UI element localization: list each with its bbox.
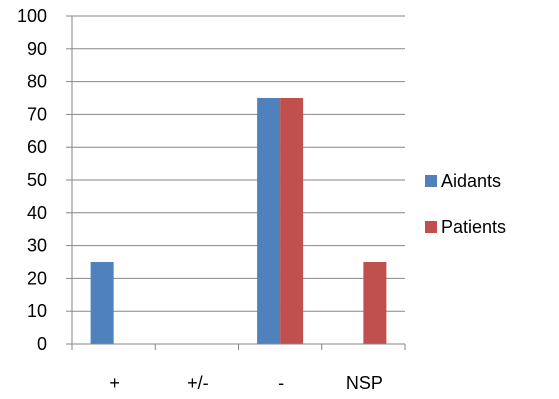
bar-aidants-0 — [90, 262, 114, 344]
y-tick-label: 40 — [27, 203, 47, 223]
y-tick-label: 30 — [27, 236, 47, 256]
y-tick-label: 70 — [27, 104, 47, 124]
y-axis-tick-labels: 0 10 20 30 40 50 60 70 80 90 100 — [17, 6, 47, 354]
x-category-label: NSP — [346, 373, 383, 393]
gridlines — [72, 15, 405, 312]
y-tick-label: 0 — [37, 334, 47, 354]
y-tick-label: 10 — [27, 301, 47, 321]
legend-swatch-patients — [425, 221, 437, 233]
x-category-label: - — [278, 373, 284, 393]
legend-label-patients: Patients — [441, 217, 506, 237]
y-tick-label: 90 — [27, 39, 47, 59]
x-axis-category-labels: + +/- - NSP — [109, 373, 383, 393]
bar-patients-2 — [280, 98, 304, 344]
bars — [90, 98, 387, 344]
y-tick-label: 20 — [27, 268, 47, 288]
x-category-label: +/- — [187, 373, 209, 393]
legend: Aidants Patients — [425, 171, 506, 237]
y-tick-label: 60 — [27, 137, 47, 157]
bar-aidants-2 — [257, 98, 281, 344]
y-tick-label: 80 — [27, 72, 47, 92]
y-tick-label: 50 — [27, 170, 47, 190]
axes — [66, 15, 406, 350]
bar-patients-3 — [363, 262, 387, 344]
legend-swatch-aidants — [425, 175, 437, 187]
legend-label-aidants: Aidants — [441, 171, 501, 191]
x-category-label: + — [109, 373, 120, 393]
y-tick-label: 100 — [17, 6, 47, 26]
